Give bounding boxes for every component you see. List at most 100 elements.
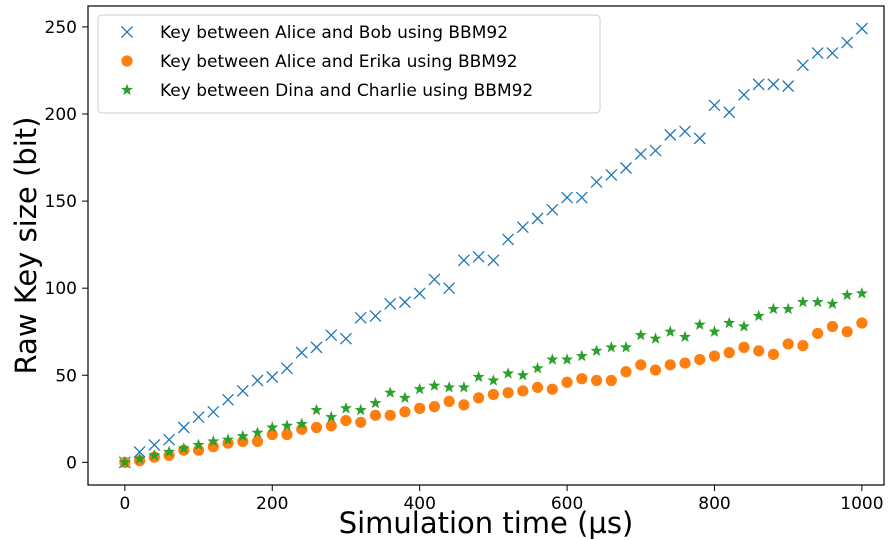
legend-marker — [121, 83, 133, 96]
data-point — [398, 296, 411, 309]
data-point — [251, 435, 264, 448]
data-point — [325, 420, 337, 432]
data-point — [517, 385, 529, 397]
data-point — [782, 338, 794, 350]
data-point — [679, 125, 691, 138]
data-point — [767, 302, 780, 315]
y-axis-title: Raw Key size (bit) — [9, 117, 43, 375]
y-tick-label: 150 — [45, 192, 77, 212]
data-point — [708, 325, 721, 337]
data-point — [811, 295, 824, 308]
data-point — [531, 212, 544, 225]
data-point — [340, 414, 352, 427]
data-point — [782, 80, 795, 93]
data-point — [236, 429, 249, 442]
data-point — [177, 442, 190, 454]
legend: Key between Alice and Bob using BBM92 Key… — [97, 14, 601, 114]
data-point — [487, 254, 500, 267]
data-point — [222, 437, 234, 449]
data-point — [516, 221, 529, 234]
data-point — [693, 132, 706, 145]
data-point — [192, 438, 205, 451]
data-point — [590, 175, 603, 188]
data-point — [133, 452, 146, 464]
data-point — [222, 393, 234, 406]
data-point — [767, 78, 780, 91]
data-point — [605, 341, 618, 353]
data-point — [413, 382, 426, 395]
data-point — [222, 433, 235, 445]
data-point — [428, 379, 441, 391]
data-point — [295, 417, 308, 430]
x-tick-label: 200 — [256, 494, 288, 514]
data-point — [163, 445, 176, 457]
data-point — [796, 59, 809, 72]
data-point — [384, 297, 397, 310]
x-tick-label: 400 — [403, 494, 435, 514]
data-point — [723, 316, 736, 329]
data-point — [753, 345, 765, 357]
data-point — [575, 191, 588, 204]
data-point — [414, 402, 426, 414]
data-point — [856, 317, 868, 329]
data-point — [236, 384, 249, 397]
data-point — [561, 191, 574, 204]
data-point — [354, 403, 367, 416]
legend-label: Key between Alice and Erika using BBM92 — [160, 52, 518, 72]
data-point — [163, 433, 176, 446]
data-point — [443, 395, 455, 407]
data-point — [620, 341, 633, 353]
data-point — [708, 99, 721, 112]
x-tick-label: 800 — [698, 494, 730, 514]
data-point — [664, 128, 677, 141]
data-point — [855, 287, 868, 299]
y-tick-label: 0 — [66, 453, 77, 473]
series-3 — [118, 287, 868, 468]
data-point — [472, 370, 485, 383]
y-tick-label: 200 — [45, 105, 77, 125]
x-tick-label: 0 — [119, 494, 130, 514]
data-point — [502, 367, 515, 379]
y-tick-label: 50 — [55, 366, 77, 386]
data-point — [561, 376, 573, 388]
data-point — [355, 416, 367, 428]
data-point — [620, 366, 632, 378]
data-point — [561, 353, 574, 365]
data-point — [826, 320, 839, 333]
data-point — [575, 349, 588, 362]
plot-frame — [87, 5, 885, 486]
data-point — [546, 203, 559, 216]
data-point — [694, 353, 706, 366]
data-point — [826, 297, 839, 309]
x-tick-label: 1000 — [840, 494, 883, 514]
data-point — [679, 330, 691, 343]
data-point — [295, 346, 308, 359]
data-point — [266, 428, 278, 441]
data-point — [782, 302, 795, 315]
data-point — [649, 144, 662, 157]
data-point — [443, 381, 456, 393]
data-point — [531, 362, 544, 374]
data-point — [428, 401, 441, 413]
y-axis: 0 50 100 150 200 250 — [45, 18, 88, 473]
data-point — [369, 396, 382, 409]
data-point — [413, 287, 426, 300]
data-point — [546, 353, 559, 365]
data-point — [369, 409, 382, 421]
data-point — [266, 421, 279, 433]
data-point — [502, 387, 514, 399]
data-point — [634, 148, 647, 161]
data-point — [531, 381, 544, 394]
data-point — [251, 426, 264, 438]
data-point — [812, 327, 824, 340]
data-point — [148, 449, 161, 461]
plot-area — [118, 22, 868, 469]
data-point — [767, 348, 780, 360]
data-point — [310, 421, 323, 434]
data-point — [723, 106, 736, 119]
data-point — [752, 78, 765, 91]
data-point — [502, 233, 515, 246]
data-point — [266, 371, 279, 383]
data-point — [664, 359, 676, 371]
data-point — [354, 311, 367, 324]
